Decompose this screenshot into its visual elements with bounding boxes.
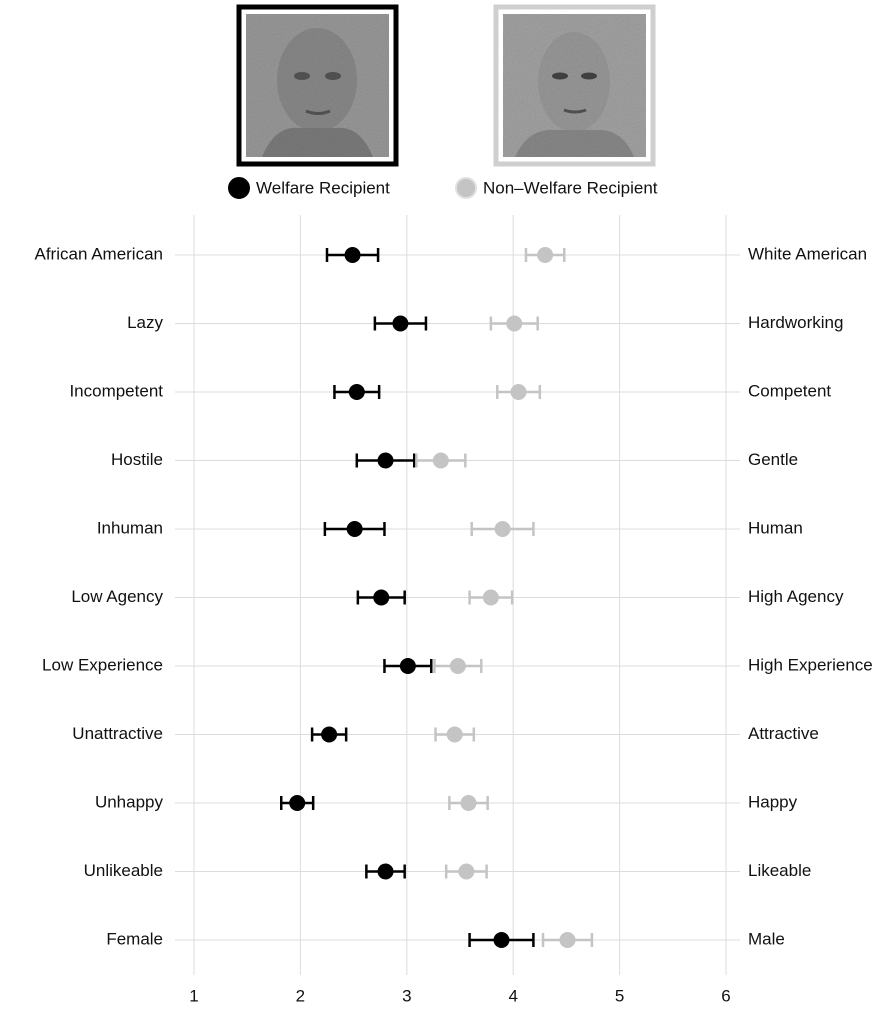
dot xyxy=(392,315,409,332)
dot xyxy=(494,521,511,537)
x-tick-label: 2 xyxy=(296,986,305,1005)
left-label: Lazy xyxy=(127,313,163,332)
dot xyxy=(373,589,390,606)
dot xyxy=(537,247,554,263)
right-label: Human xyxy=(748,518,803,537)
dot xyxy=(377,452,394,469)
right-label: Attractive xyxy=(748,724,819,743)
dot xyxy=(460,795,477,811)
right-label: Gentle xyxy=(748,450,798,469)
legend-marker xyxy=(455,177,477,199)
dot xyxy=(432,452,449,469)
dot xyxy=(399,658,416,674)
x-tick-label: 5 xyxy=(615,986,624,1005)
left-label: Low Experience xyxy=(42,655,163,674)
left-label: Low Agency xyxy=(71,587,163,606)
left-label: Female xyxy=(106,929,163,948)
left-label: Incompetent xyxy=(69,381,163,400)
left-label: Unattractive xyxy=(72,724,163,743)
dot xyxy=(510,384,527,400)
left-label: Hostile xyxy=(111,450,163,469)
left-label: Unhappy xyxy=(95,792,164,811)
dot xyxy=(346,521,363,537)
x-tick-label: 6 xyxy=(721,986,730,1005)
right-label: White American xyxy=(748,244,867,263)
dot xyxy=(344,247,361,263)
dot xyxy=(559,932,576,948)
x-tick-label: 1 xyxy=(189,986,198,1005)
face-non-welfare xyxy=(493,4,656,167)
dot xyxy=(289,795,306,811)
face-welfare xyxy=(236,4,399,167)
right-label: High Experience xyxy=(748,655,873,674)
right-label: Hardworking xyxy=(748,313,843,332)
x-tick-label: 4 xyxy=(508,986,517,1005)
right-label: Happy xyxy=(748,792,798,811)
dot xyxy=(446,726,463,743)
dot xyxy=(321,726,338,743)
right-label: High Agency xyxy=(748,587,844,606)
x-tick-label: 3 xyxy=(402,986,411,1005)
dot xyxy=(449,658,466,674)
legend-label: Welfare Recipient xyxy=(256,178,390,197)
left-label: African American xyxy=(35,244,164,263)
right-label: Likeable xyxy=(748,861,811,880)
dot xyxy=(482,589,499,606)
legend-label: Non–Welfare Recipient xyxy=(483,178,658,197)
dot xyxy=(348,384,365,400)
left-label: Inhuman xyxy=(97,518,163,537)
dot xyxy=(506,315,523,332)
dot xyxy=(377,863,394,880)
dot xyxy=(458,863,475,880)
right-label: Male xyxy=(748,929,785,948)
legend-marker xyxy=(228,177,250,199)
dot xyxy=(493,932,510,948)
right-label: Competent xyxy=(748,381,831,400)
left-label: Unlikeable xyxy=(84,861,163,880)
